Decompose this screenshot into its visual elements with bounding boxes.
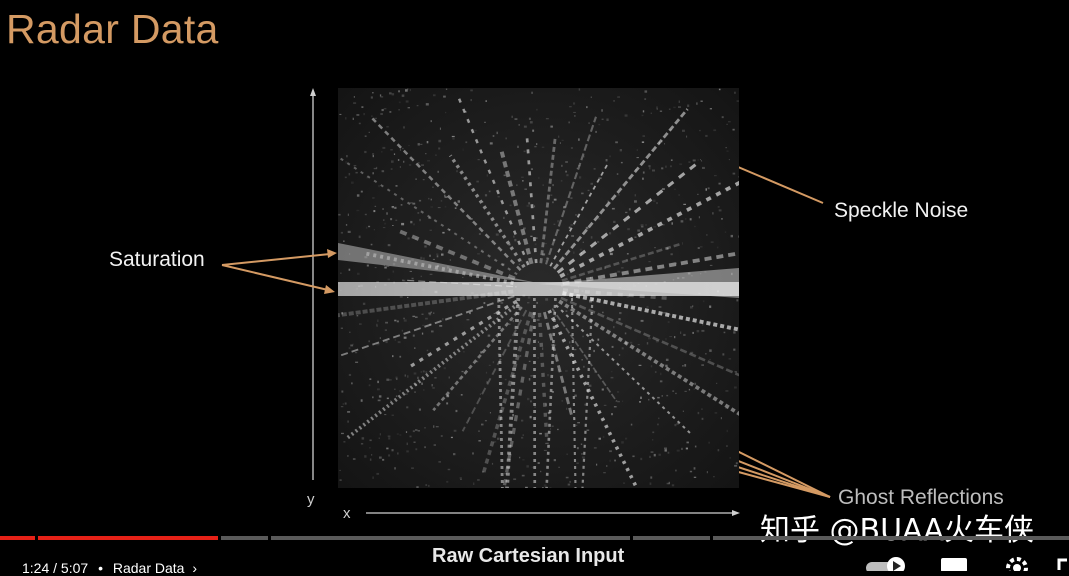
chapter-title[interactable]: Radar Data [113, 560, 185, 576]
radar-image [338, 88, 739, 488]
progress-fill [0, 536, 219, 540]
y-axis-label: y [307, 491, 315, 508]
saturation-arrows [222, 249, 337, 294]
chapter-marker [268, 536, 271, 540]
time-text: 1:24 / 5:07 [22, 560, 88, 576]
y-axis [310, 88, 316, 480]
speckle-noise-label: Speckle Noise [834, 199, 968, 223]
chevron-right-icon[interactable]: › [192, 560, 197, 576]
chapter-marker [218, 536, 221, 540]
chapter-marker [35, 536, 38, 540]
x-axis-label: x [343, 505, 351, 522]
subtitles-icon[interactable] [940, 556, 970, 571]
time-readout: 1:24 / 5:07 • Radar Data › [22, 560, 197, 576]
progress-bar[interactable] [0, 536, 1069, 540]
settings-gear-icon[interactable] [1003, 556, 1031, 571]
fullscreen-icon[interactable] [1057, 556, 1069, 571]
chapter-marker [630, 536, 633, 540]
autoplay-toggle-icon[interactable] [866, 556, 910, 571]
saturation-label: Saturation [109, 248, 205, 272]
watermark: 知乎 @BUAA火车侠 [760, 505, 1034, 549]
separator: • [98, 560, 103, 576]
chapter-caption: Raw Cartesian Input [432, 545, 624, 568]
chapter-marker [710, 536, 713, 540]
x-axis [366, 510, 740, 516]
